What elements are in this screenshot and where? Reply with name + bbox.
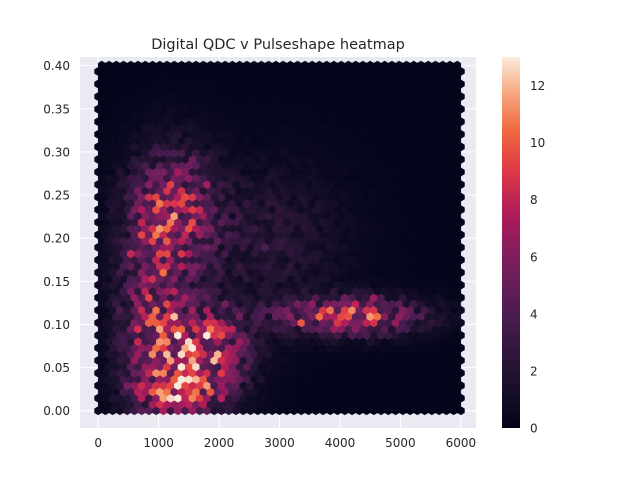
- x-tick-label: 6000: [446, 436, 477, 450]
- y-tick-label: 0.35: [43, 102, 70, 116]
- hexbin-cell: [199, 60, 208, 70]
- y-tick-label: 0.15: [43, 275, 70, 289]
- x-tick-label: 5000: [385, 436, 416, 450]
- colorbar-tick-label: 10: [530, 136, 545, 150]
- hexbin-cell: [366, 60, 375, 70]
- hexbin-cell: [446, 60, 454, 70]
- hexbin-cell: [214, 60, 222, 70]
- x-tick-label: 1000: [143, 436, 174, 450]
- hexbin-cell: [293, 60, 302, 70]
- y-tick-label: 0.10: [43, 318, 70, 332]
- hexbin-cell: [286, 60, 295, 70]
- hexbin-cell: [141, 60, 150, 70]
- x-axis-ticks: 0 1000 2000 3000 4000 5000 6000: [94, 436, 476, 450]
- hexbin-cell: [438, 60, 447, 70]
- hexbin-cell: [134, 60, 142, 70]
- x-tick-label: 0: [94, 436, 102, 450]
- chart-title: Digital QDC v Pulseshape heatmap: [151, 37, 405, 53]
- hexbin-cell: [359, 60, 367, 70]
- colorbar-tick-label: 0: [530, 422, 538, 436]
- hexbin-cell: [155, 60, 164, 70]
- hexbin-cell: [380, 60, 389, 70]
- x-tick-label: 2000: [204, 436, 235, 450]
- hexbin-cell: [344, 60, 353, 70]
- hexbin-cell: [163, 60, 171, 70]
- y-tick-label: 0.30: [43, 145, 70, 159]
- hexbin-cell: [228, 60, 237, 70]
- hexbin-cell: [337, 60, 346, 70]
- hexbin-cell: [170, 60, 179, 70]
- y-tick-label: 0.00: [43, 404, 70, 418]
- hexbin-cell: [184, 60, 193, 70]
- colorbar-tick-label: 12: [530, 79, 545, 93]
- hexbin-cell: [308, 60, 316, 70]
- hexbin-cell: [206, 60, 215, 70]
- hexbin-cell: [148, 60, 157, 70]
- x-tick-label: 4000: [325, 436, 356, 450]
- y-tick-label: 0.25: [43, 189, 70, 203]
- colorbar-tick-label: 8: [530, 193, 538, 207]
- hexbin-cell: [119, 60, 128, 70]
- hexbin-cell: [112, 60, 121, 70]
- colorbar-tick-label: 6: [530, 250, 538, 264]
- hexbin-cell: [243, 60, 251, 70]
- hexbin-cell: [373, 60, 382, 70]
- hexbin-cell: [424, 60, 433, 70]
- y-tick-label: 0.40: [43, 59, 70, 73]
- hexbin-cell: [322, 60, 331, 70]
- hexbin-cell: [395, 60, 404, 70]
- colorbar: [502, 57, 520, 428]
- x-tick-label: 3000: [264, 436, 295, 450]
- hexbin-cell: [402, 60, 411, 70]
- y-tick-label: 0.20: [43, 232, 70, 246]
- hexbin-cell: [97, 60, 106, 70]
- hexbin-cell: [192, 60, 200, 70]
- hexbin-cell: [279, 60, 287, 70]
- hexbin-cell: [257, 60, 266, 70]
- hexbin-cell: [177, 60, 186, 70]
- hexbin-cell: [351, 60, 360, 70]
- colorbar-tick-label: 2: [530, 364, 538, 378]
- hexbin-cell: [388, 60, 396, 70]
- hexbin-cell: [417, 60, 425, 70]
- colorbar-tick-label: 4: [530, 307, 538, 321]
- hexbin-cell: [126, 60, 135, 70]
- hexbin-cell: [431, 60, 440, 70]
- hexbin-cell: [301, 60, 309, 70]
- hexbin-cell: [272, 60, 280, 70]
- y-tick-label: 0.05: [43, 361, 70, 375]
- hexbin-cell: [315, 60, 324, 70]
- colorbar-ticks: 0 2 4 6 8 10 12: [530, 79, 545, 435]
- hexbin-cells: [94, 60, 465, 416]
- hexbin-cell: [453, 60, 462, 70]
- hexbin-cell: [221, 60, 229, 70]
- hexbin-cell: [264, 60, 273, 70]
- y-axis-ticks: 0.00 0.05 0.10 0.15 0.20 0.25 0.30 0.35 0.40: [43, 59, 70, 418]
- hexbin-cell: [235, 60, 244, 70]
- hexbin-cell: [330, 60, 338, 70]
- hexbin-cell: [409, 60, 418, 70]
- hexbin-cell: [105, 60, 113, 70]
- hexbin-cell: [250, 60, 258, 70]
